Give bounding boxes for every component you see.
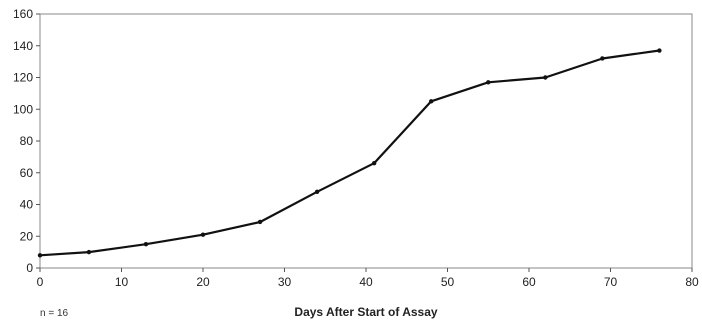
y-tick-label: 140 <box>13 39 33 53</box>
y-tick-label: 60 <box>20 166 34 180</box>
data-point <box>257 219 263 225</box>
y-tick-label: 160 <box>13 7 33 21</box>
y-axis-ticks: 0 20 40 60 80 100 120 140 160 <box>13 7 40 275</box>
x-tick-label: 60 <box>522 275 536 289</box>
x-axis-label: Days After Start of Assay <box>294 305 437 319</box>
data-point <box>657 48 662 53</box>
data-point <box>543 75 548 80</box>
x-tick-label: 70 <box>604 275 618 289</box>
x-tick-label: 80 <box>685 275 699 289</box>
x-tick-label: 40 <box>359 275 373 289</box>
x-tick-label: 30 <box>278 275 292 289</box>
x-axis-ticks: 0 10 20 30 40 50 60 70 80 <box>37 268 699 289</box>
y-tick-label: 20 <box>20 229 34 243</box>
y-tick-label: 120 <box>13 71 33 85</box>
y-tick-label: 40 <box>20 198 34 212</box>
data-point <box>143 241 149 247</box>
sample-size-note: n = 16 <box>40 308 69 319</box>
data-point <box>200 232 206 237</box>
data-point <box>371 161 377 166</box>
y-tick-label: 100 <box>13 102 33 116</box>
data-point <box>86 249 92 255</box>
data-point <box>486 80 491 85</box>
data-point <box>429 99 434 104</box>
plot-area-frame <box>39 13 693 269</box>
y-tick-label: 80 <box>20 134 34 148</box>
data-point <box>314 189 320 194</box>
x-tick-label: 0 <box>37 275 44 289</box>
series-group <box>37 48 662 258</box>
series-line <box>39 49 660 257</box>
x-tick-label: 20 <box>196 275 210 289</box>
data-point <box>600 56 605 61</box>
x-tick-label: 50 <box>441 275 455 289</box>
y-tick-label: 0 <box>26 261 33 275</box>
x-tick-label: 10 <box>115 275 129 289</box>
data-point <box>37 253 43 258</box>
